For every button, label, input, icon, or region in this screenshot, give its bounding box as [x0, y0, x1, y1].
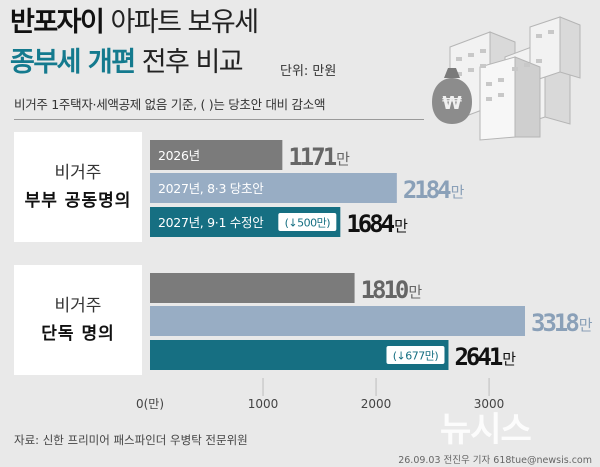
title-line2-rest: 전후 비교	[134, 47, 244, 78]
bar	[150, 140, 283, 170]
source-text: 자료: 신한 프리미어 패스파인더 우병탁 전문위원	[14, 433, 248, 447]
bar-value-label: 3318	[531, 309, 578, 337]
bar-value-label: 1171	[288, 143, 336, 171]
x-tick-label: 3000	[474, 397, 505, 411]
x-tick-label: 1000	[248, 397, 279, 411]
group-label-panel-joint	[14, 132, 142, 242]
unit-label: 단위: 만원	[280, 64, 337, 79]
delta-label: (↓500만)	[285, 217, 331, 230]
group-label-single-line2: 단독 명의	[41, 324, 115, 344]
svg-text:₩: ₩	[442, 93, 462, 114]
group-label-joint-line1: 비거주	[54, 163, 102, 183]
delta-label: (↓677만)	[393, 350, 439, 363]
title-line1-rest: 아파트 보유세	[103, 7, 259, 38]
delta-badge	[386, 346, 445, 364]
bar-category-label: 2027년, 8·3 당초안	[158, 181, 264, 196]
title-line1-bold: 반포자이	[10, 7, 105, 38]
bar	[150, 273, 355, 303]
chart-note: 비거주 1주택자·세액공제 없음 기준, ( )는 당초안 대비 감소액	[14, 94, 424, 120]
bar-value-unit: 만	[579, 316, 593, 334]
bar-category-label: 2027년, 9·1 수정안	[158, 215, 264, 230]
bar-value-unit: 만	[451, 183, 465, 201]
delta-badge	[278, 213, 337, 231]
x-tick-label: 2000	[361, 397, 392, 411]
group-label-joint-line2: 부부 공동명의	[24, 191, 132, 211]
bar-value-unit: 만	[336, 150, 350, 168]
group-label-joint: 비거주 부부 공동명의	[14, 159, 142, 215]
x-tick-label: 0(만)	[136, 397, 164, 411]
group-label-panel-single	[14, 265, 142, 375]
bar-value-label: 2641	[454, 343, 502, 371]
title-line2-bold: 종부세 개편	[10, 47, 136, 78]
bar-value-label: 1684	[346, 210, 394, 238]
bar-value-unit: 만	[394, 217, 408, 235]
chart-title-line2: 종부세 개편 전후 비교	[10, 46, 244, 80]
money-bag-icon: ₩	[432, 68, 472, 124]
group-label-single-line1: 비거주	[54, 296, 102, 316]
apartment-moneybag-illustration: ₩	[432, 16, 581, 141]
chart-title-line1: 반포자이 아파트 보유세	[10, 6, 259, 40]
bar-value-label: 1810	[361, 276, 409, 304]
newsis-watermark: 뉴시스	[440, 410, 532, 450]
bar-value-unit: 만	[502, 350, 516, 368]
bar-value-label: 2184	[403, 176, 451, 204]
credit-text: 26.09.03 전진우 기자 618tue@newsis.com	[398, 455, 592, 466]
bar-category-label: 2026년	[158, 148, 200, 163]
bar	[150, 306, 525, 336]
group-label-single: 비거주 단독 명의	[14, 292, 142, 348]
bar	[150, 173, 397, 203]
bar-value-unit: 만	[408, 283, 422, 301]
